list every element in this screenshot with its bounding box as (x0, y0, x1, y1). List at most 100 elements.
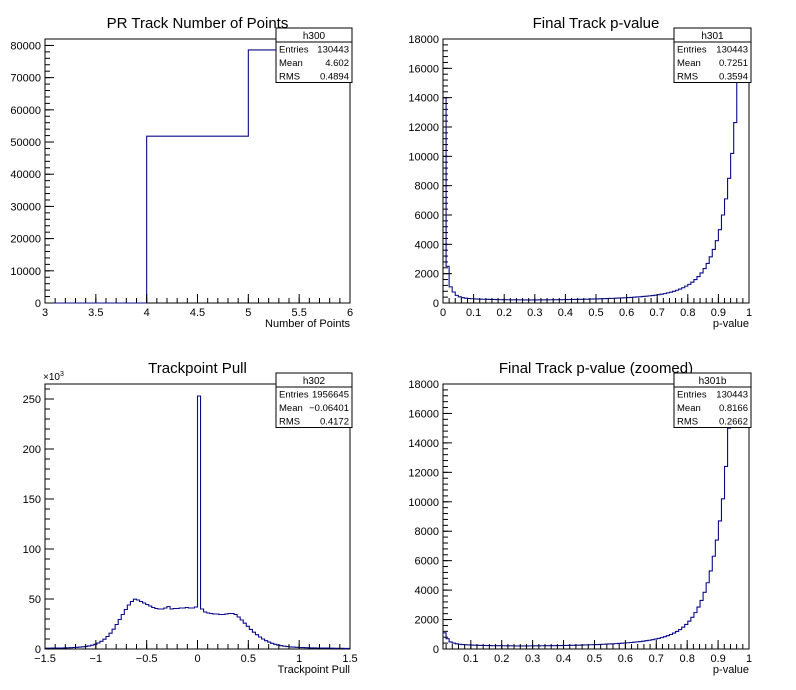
stats-box-frame (275, 372, 353, 428)
x-tick-label: 0.2 (497, 307, 512, 319)
y-tick-label: 6000 (415, 556, 439, 568)
x-axis-label: p-value (713, 664, 749, 676)
stats-row-label: Mean (677, 58, 701, 69)
chart-title: Trackpoint Pull (148, 360, 247, 377)
y-tick-label: 70000 (10, 73, 41, 85)
stats-row-label: RMS (279, 72, 300, 83)
histogram-pad-1: PR Track Number of Points 0 10000 20000 3000… (10, 15, 353, 330)
stats-row-value: 130443 (317, 45, 349, 56)
x-axis-label: Number of Points (265, 318, 350, 330)
y-tick-label: 40000 (10, 169, 41, 181)
y-tick-label: 250 (23, 394, 41, 406)
x-tick-label: 0.7 (649, 653, 664, 665)
y-tick-label: 60000 (10, 105, 41, 117)
stats-box-frame (275, 27, 353, 83)
y-exponent-base: ×10 (43, 372, 60, 383)
y-tick-label: 6000 (415, 210, 439, 222)
stats-box-frame (673, 372, 752, 428)
x-tick-label: 0.8 (680, 307, 695, 319)
stats-row-label: Mean (279, 403, 303, 414)
x-tick-label: 0.7 (650, 307, 665, 319)
y-tick-label: 2000 (415, 615, 439, 627)
stats-row-value: 0.7251 (719, 58, 748, 69)
x-tick-label: 0.6 (619, 307, 634, 319)
stats-box: h302 Entries 1956645 Mean −0.06401 RMS 0.4172 (275, 372, 353, 428)
histogram-pad-2: Final Track p-value 0 2000 4000 6000 8000 1000… (408, 15, 752, 330)
y-exponent-power: 3 (60, 371, 64, 378)
x-tick-label: 0.2 (494, 653, 509, 665)
histogram-series (443, 383, 746, 647)
x-tick-label: 5 (245, 307, 251, 319)
y-tick-label: 8000 (415, 181, 439, 193)
x-tick-label: 0 (440, 307, 446, 319)
chart-title: PR Track Number of Points (107, 15, 289, 32)
x-tick-label: −0.5 (136, 653, 158, 665)
x-tick-label: 0.9 (711, 307, 726, 319)
x-axis-label: p-value (713, 318, 749, 330)
x-tick-label: 5.5 (292, 307, 307, 319)
y-tick-label: 2000 (415, 269, 439, 281)
x-tick-label: 3.5 (88, 307, 103, 319)
y-tick-label: 16000 (408, 408, 439, 420)
stats-row-value: 0.2662 (719, 417, 748, 428)
y-tick-label: 80000 (10, 40, 41, 52)
x-tick-label: 1 (296, 653, 302, 665)
y-tick-label: 150 (23, 494, 41, 506)
y-tick-label: 10000 (408, 497, 439, 509)
chart-title: Final Track p-value (533, 15, 660, 32)
x-tick-label: 0.1 (463, 653, 478, 665)
x-tick-label: 0.8 (680, 653, 695, 665)
y-tick-label: 18000 (408, 34, 439, 46)
y-exponent-label: ×103 (43, 371, 64, 383)
x-tick-label: 0.9 (710, 653, 725, 665)
y-tick-label: 10000 (408, 151, 439, 163)
x-tick-label: 1.5 (342, 653, 357, 665)
stats-row-value: 0.4894 (320, 72, 349, 83)
y-tick-label: 100 (23, 544, 41, 556)
stats-row-value: −0.06401 (309, 403, 349, 414)
stats-row-value: 130443 (716, 45, 748, 56)
stats-row-value: 0.4172 (320, 417, 349, 428)
stats-box-name: h301 (701, 31, 724, 42)
x-tick-label: −1.5 (34, 653, 56, 665)
x-tick-label: 0.5 (588, 307, 603, 319)
stats-row-value: 130443 (716, 390, 748, 401)
chart-title: Final Track p-value (zoomed) (499, 360, 693, 377)
stats-box-name: h302 (303, 376, 326, 387)
x-axis-label: Trackpoint Pull (278, 664, 350, 676)
x-tick-label: 0.6 (618, 653, 633, 665)
x-tick-label: 0.4 (558, 307, 573, 319)
stats-row-value: 0.8166 (719, 403, 748, 414)
stats-box-name: h300 (303, 31, 326, 42)
y-tick-label: 4000 (415, 239, 439, 251)
y-tick-label: 12000 (408, 122, 439, 134)
stats-row-label: RMS (677, 72, 698, 83)
stats-row-label: RMS (279, 417, 300, 428)
x-tick-label: 0.1 (466, 307, 481, 319)
stats-row-value: 4.602 (325, 58, 349, 69)
y-tick-label: 0 (433, 298, 439, 310)
x-tick-label: 0.5 (587, 653, 602, 665)
y-tick-label: 50000 (10, 137, 41, 149)
stats-box: h301 Entries 130443 Mean 0.7251 RMS 0.3594 (673, 27, 752, 83)
x-tick-label: 4.5 (190, 307, 205, 319)
histogram-series (45, 395, 350, 649)
y-tick-label: 14000 (408, 438, 439, 450)
x-tick-label: 3 (42, 307, 48, 319)
stats-row-label: Entries (677, 45, 707, 56)
stats-row-value: 0.3594 (719, 72, 748, 83)
stats-row-label: RMS (677, 417, 698, 428)
y-tick-label: 4000 (415, 585, 439, 597)
y-tick-label: 20000 (10, 234, 41, 246)
histogram-series (45, 49, 350, 304)
y-tick-label: 12000 (408, 467, 439, 479)
x-tick-label: 4 (144, 307, 150, 319)
y-tick-label: 10000 (10, 266, 41, 278)
stats-row-label: Mean (279, 58, 303, 69)
stats-box: h300 Entries 130443 Mean 4.602 RMS 0.4894 (275, 27, 353, 83)
y-tick-label: 0 (35, 298, 41, 310)
y-tick-label: 0 (433, 644, 439, 656)
stats-row-label: Entries (279, 390, 309, 401)
stats-box-frame (673, 27, 752, 83)
